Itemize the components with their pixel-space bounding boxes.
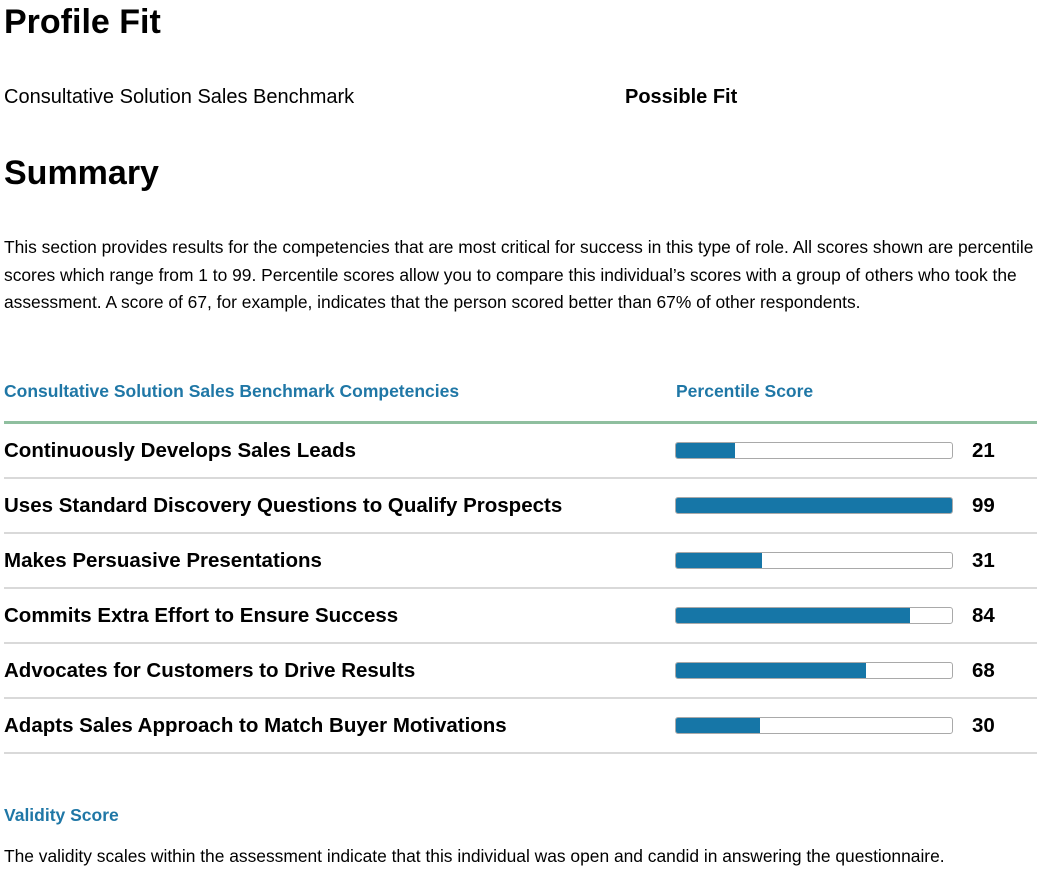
validity-description: The validity scales within the assessmen… [4, 846, 945, 866]
percentile-bar-track [675, 662, 953, 679]
competency-name: Uses Standard Discovery Questions to Qua… [4, 494, 563, 517]
percentile-bar-fill [676, 498, 952, 513]
competency-table: Continuously Develops Sales Leads 21 Uses … [4, 424, 1037, 754]
competency-row: Adapts Sales Approach to Match Buyer Mot… [4, 699, 1037, 754]
percentile-bar-track [675, 717, 953, 734]
header-divider [4, 421, 1037, 424]
percentile-bar-track [675, 442, 953, 459]
profile-fit-heading: Profile Fit [4, 3, 161, 41]
competency-row: Continuously Develops Sales Leads 21 [4, 424, 1037, 479]
percentile-score-value: 21 [972, 439, 995, 462]
competency-name: Commits Extra Effort to Ensure Success [4, 604, 399, 627]
percentile-bar-track [675, 607, 953, 624]
percentile-bar-fill [676, 553, 763, 568]
validity-score-heading: Validity Score [4, 805, 119, 825]
percentile-score-value: 68 [972, 659, 995, 682]
summary-heading: Summary [4, 154, 159, 192]
percentile-score-column-header: Percentile Score [676, 381, 814, 401]
percentile-bar-fill [676, 663, 866, 678]
competency-name: Makes Persuasive Presentations [4, 549, 322, 572]
percentile-score-value: 84 [972, 604, 995, 627]
percentile-bar-track [675, 552, 953, 569]
competency-row: Commits Extra Effort to Ensure Success 84 [4, 589, 1037, 644]
benchmark-fit-row: Consultative Solution Sales Benchmark Po… [4, 85, 1037, 109]
competency-row: Uses Standard Discovery Questions to Qua… [4, 479, 1037, 534]
percentile-bar-fill [676, 443, 735, 458]
competencies-column-header: Consultative Solution Sales Benchmark Co… [4, 381, 460, 401]
percentile-score-value: 30 [972, 714, 995, 737]
fit-result: Possible Fit [625, 86, 738, 108]
percentile-bar-fill [676, 608, 911, 623]
summary-description: This section provides results for the co… [4, 237, 1034, 312]
competency-name: Adapts Sales Approach to Match Buyer Mot… [4, 714, 507, 737]
percentile-bar-track [675, 497, 953, 514]
percentile-score-value: 99 [972, 494, 995, 517]
competency-name: Advocates for Customers to Drive Results [4, 659, 416, 682]
benchmark-name: Consultative Solution Sales Benchmark [4, 86, 355, 108]
competency-row: Makes Persuasive Presentations 31 [4, 534, 1037, 589]
competency-row: Advocates for Customers to Drive Results… [4, 644, 1037, 699]
percentile-bar-fill [676, 718, 760, 733]
percentile-score-value: 31 [972, 549, 995, 572]
competency-name: Continuously Develops Sales Leads [4, 439, 357, 462]
